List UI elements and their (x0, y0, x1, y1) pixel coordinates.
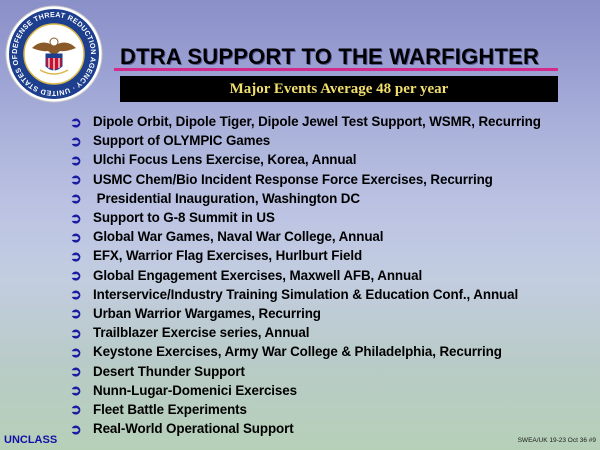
arrow-bullet-icon: ➲ (70, 247, 82, 264)
arrow-bullet-icon: ➲ (70, 267, 82, 284)
list-item-text: Interservice/Industry Training Simulatio… (93, 286, 519, 302)
arrow-bullet-icon: ➲ (70, 228, 82, 245)
list-item-text: Desert Thunder Support (93, 363, 245, 379)
list-item-text: Nunn-Lugar-Domenici Exercises (93, 382, 297, 398)
dtra-seal-icon: DEFENSE THREAT REDUCTION AGENCY · UNITED… (4, 4, 104, 104)
arrow-bullet-icon: ➲ (70, 420, 82, 437)
list-item: ➲ Dipole Orbit, Dipole Tiger, Dipole Jewe… (70, 112, 541, 131)
list-item-text: Urban Warrior Wargames, Recurring (93, 305, 321, 321)
list-item: ➲ Ulchi Focus Lens Exercise, Korea, Annua… (70, 150, 541, 169)
list-item: ➲ Urban Warrior Wargames, Recurring (70, 304, 541, 323)
arrow-bullet-icon: ➲ (70, 190, 82, 207)
events-list: ➲ Dipole Orbit, Dipole Tiger, Dipole Jewe… (70, 112, 541, 438)
list-item: ➲ Support of OLYMPIC Games (70, 131, 541, 150)
list-item: ➲ Support to G-8 Summit in US (70, 208, 541, 227)
page-title: DTRA SUPPORT TO THE WARFIGHTER (120, 44, 540, 69)
arrow-bullet-icon: ➲ (70, 343, 82, 360)
list-item: ➲ Real-World Operational Support (70, 419, 541, 438)
list-item: ➲ Presidential Inauguration, Washington … (70, 189, 541, 208)
list-item-text: Presidential Inauguration, Washington DC (93, 190, 360, 206)
list-item-text: Dipole Orbit, Dipole Tiger, Dipole Jewel… (93, 114, 541, 130)
list-item-text: Ulchi Focus Lens Exercise, Korea, Annual (93, 152, 357, 168)
events-banner: Major Events Average 48 per year (120, 76, 558, 102)
list-item-text: Keystone Exercises, Army War College & P… (93, 344, 502, 360)
list-item: ➲ EFX, Warrior Flag Exercises, Hurlburt F… (70, 246, 541, 265)
list-item: ➲ USMC Chem/Bio Incident Response Force E… (70, 170, 541, 189)
arrow-bullet-icon: ➲ (70, 113, 82, 130)
list-item-text: USMC Chem/Bio Incident Response Force Ex… (93, 171, 493, 187)
arrow-bullet-icon: ➲ (70, 209, 82, 226)
arrow-bullet-icon: ➲ (70, 363, 82, 380)
list-item: ➲ Desert Thunder Support (70, 361, 541, 380)
arrow-bullet-icon: ➲ (70, 171, 82, 188)
slide-reference: SWEA/UK 19-23 Oct 36 #9 (517, 437, 596, 444)
arrow-bullet-icon: ➲ (70, 132, 82, 149)
list-item-text: Trailblazer Exercise series, Annual (93, 325, 310, 341)
list-item-text: Global Engagement Exercises, Maxwell AFB… (93, 267, 423, 283)
arrow-bullet-icon: ➲ (70, 382, 82, 399)
list-item: ➲ Global Engagement Exercises, Maxwell AF… (70, 266, 541, 285)
arrow-bullet-icon: ➲ (70, 401, 82, 418)
list-item-text: Real-World Operational Support (93, 421, 294, 437)
list-item: ➲ Keystone Exercises, Army War College & … (70, 342, 541, 361)
title-rule (114, 68, 558, 71)
list-item: ➲ Trailblazer Exercise series, Annual (70, 323, 541, 342)
list-item: ➲ Nunn-Lugar-Domenici Exercises (70, 381, 541, 400)
arrow-bullet-icon: ➲ (70, 151, 82, 168)
list-item-text: Support to G-8 Summit in US (93, 210, 275, 226)
list-item: ➲ Fleet Battle Experiments (70, 400, 541, 419)
list-item: ➲ Global War Games, Naval War College, An… (70, 227, 541, 246)
arrow-bullet-icon: ➲ (70, 305, 82, 322)
list-item: ➲ Interservice/Industry Training Simulati… (70, 285, 541, 304)
list-item-text: Support of OLYMPIC Games (93, 133, 271, 149)
classification-label: UNCLASS (4, 434, 58, 446)
list-item-text: Global War Games, Naval War College, Ann… (93, 229, 384, 245)
list-item-text: Fleet Battle Experiments (93, 401, 247, 417)
list-item-text: EFX, Warrior Flag Exercises, Hurlburt Fi… (93, 248, 363, 264)
arrow-bullet-icon: ➲ (70, 324, 82, 341)
arrow-bullet-icon: ➲ (70, 286, 82, 303)
